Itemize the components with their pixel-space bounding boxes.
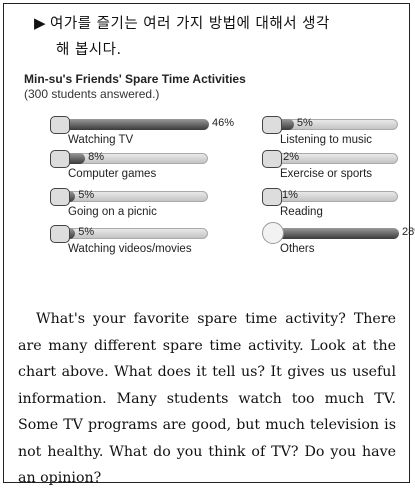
video-icon xyxy=(50,225,70,243)
instruction-line-1: 여가를 즐기는 여러 가지 방법에 대해서 생각 xyxy=(50,16,330,32)
chart-item: 5% Watching videos/movies xyxy=(50,225,260,259)
value-label: 5% xyxy=(78,189,95,201)
chart-item: 46% Watching TV xyxy=(50,116,260,150)
sports-icon xyxy=(262,150,282,168)
bar xyxy=(271,228,399,239)
chart-item: 2% Exercise or sports xyxy=(262,150,415,184)
bar-track xyxy=(270,119,398,130)
category-label: Others xyxy=(280,243,315,255)
computer-icon xyxy=(50,150,70,168)
chart-item: 5% Listening to music xyxy=(262,116,415,150)
bar-track xyxy=(58,153,208,164)
value-label: 1% xyxy=(282,189,298,201)
category-label: Going on a picnic xyxy=(68,206,157,218)
category-label: Watching TV xyxy=(68,134,134,146)
chart-item: 8% Computer games xyxy=(50,150,260,184)
chart-title: Min-su's Friends' Spare Time Activities xyxy=(24,72,246,86)
instruction-line-2: 해 봅시다. xyxy=(56,42,122,58)
others-icon xyxy=(262,222,284,244)
instruction: ▶ 여가를 즐기는 여러 가지 방법에 대해서 생각 해 봅시다. xyxy=(34,10,396,63)
category-label: Computer games xyxy=(68,168,157,180)
tv-icon xyxy=(50,116,70,134)
body-paragraph: What's your favorite spare time activity… xyxy=(18,311,396,487)
content-frame xyxy=(3,3,410,483)
value-label: 28% xyxy=(402,226,415,238)
value-label: 2% xyxy=(283,151,300,163)
chart-item: 28% Others xyxy=(262,222,415,259)
chart-subtitle: (300 students answered.) xyxy=(24,87,160,101)
bar xyxy=(59,119,209,130)
category-label: Reading xyxy=(280,206,323,218)
book-icon xyxy=(262,188,282,206)
bar xyxy=(59,153,86,164)
category-label: Listening to music xyxy=(280,134,373,146)
chart-item: 1% Reading xyxy=(262,188,415,222)
bar xyxy=(271,119,294,130)
category-label: Watching videos/movies xyxy=(68,243,192,255)
value-label: 8% xyxy=(88,151,104,163)
value-label: 5% xyxy=(78,226,95,238)
triangle-marker-icon: ▶ xyxy=(34,14,47,32)
bar-track xyxy=(58,119,209,130)
music-icon xyxy=(262,116,282,134)
value-label: 46% xyxy=(212,117,235,129)
value-label: 5% xyxy=(296,117,313,129)
picnic-icon xyxy=(50,188,70,206)
chart-item: 5% Going on a picnic xyxy=(50,188,260,222)
category-label: Exercise or sports xyxy=(280,168,373,180)
bar-track xyxy=(270,228,399,239)
